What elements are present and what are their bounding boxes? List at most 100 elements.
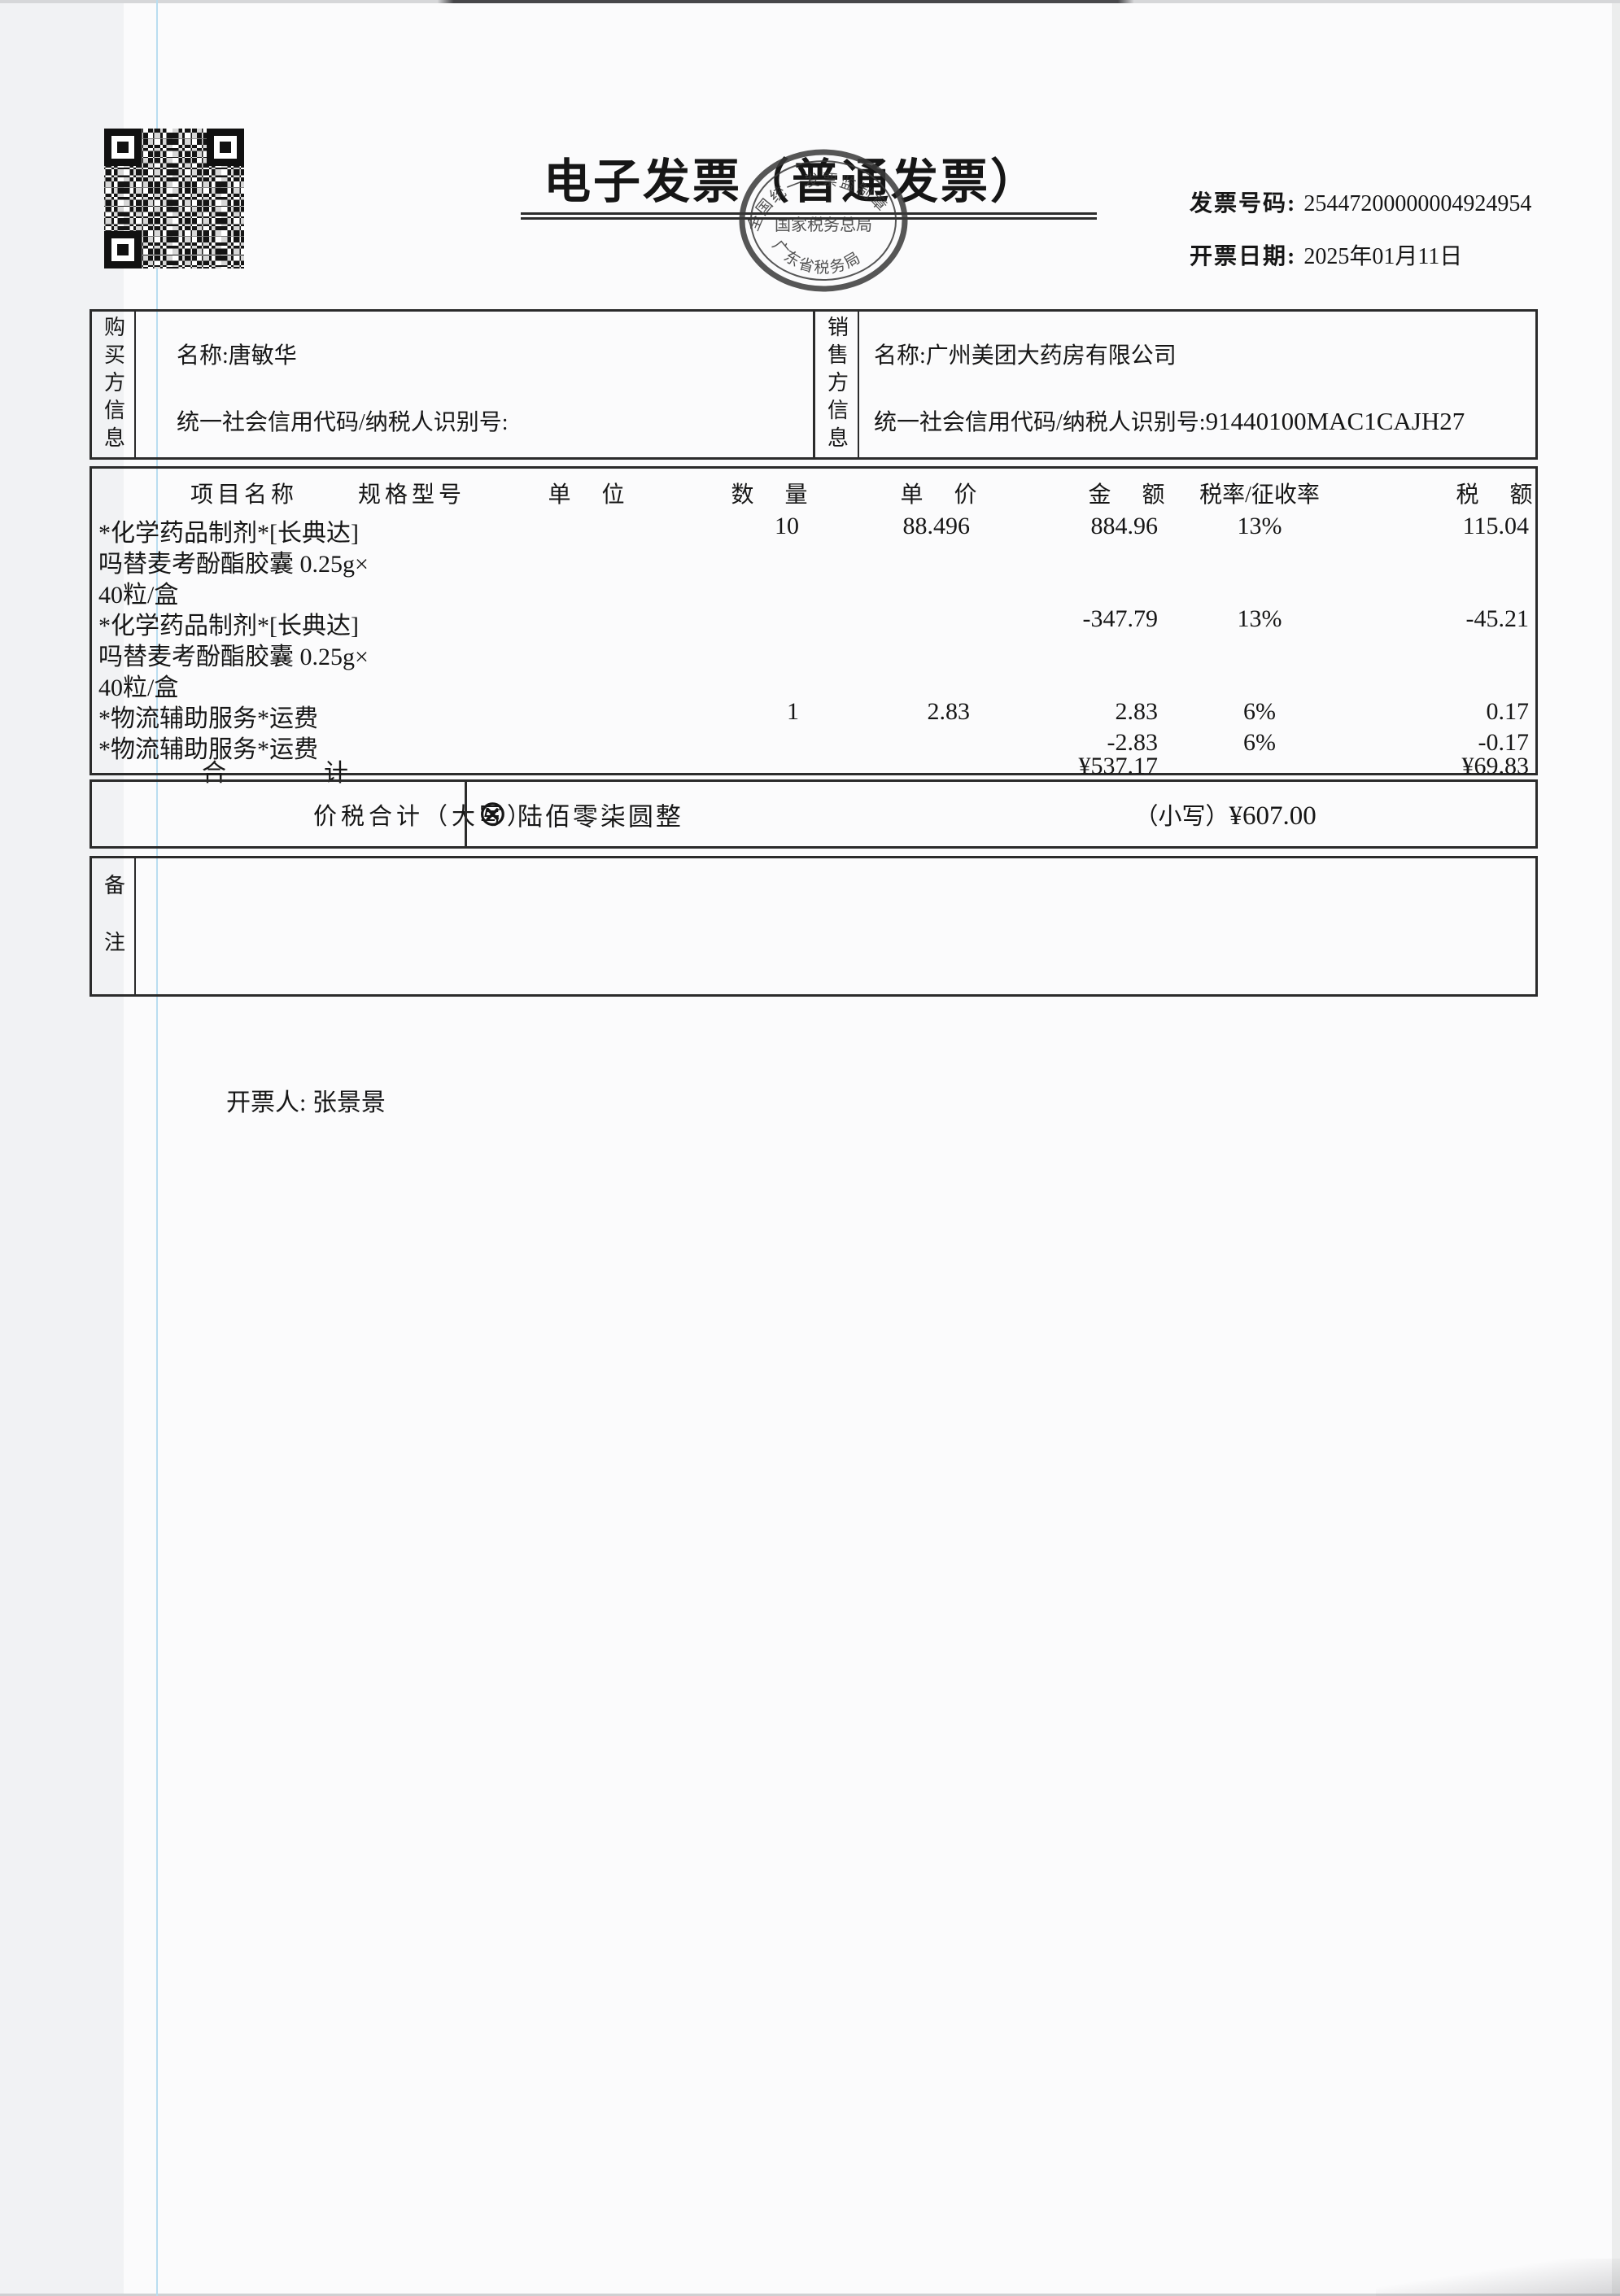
item-amount: -347.79	[1082, 605, 1159, 632]
table-row: *物流辅助服务*运费 -2.83 6% -0.17	[92, 729, 1535, 763]
qr-finder-icon	[207, 129, 244, 166]
issue-date-label: 开票日期:	[1190, 244, 1304, 269]
seller-side-label: 销售方信息	[815, 312, 859, 457]
buyer-side-label: 购买方信息	[92, 312, 136, 457]
col-header-tax-rate: 税率/征收率	[1199, 482, 1320, 508]
item-qty: 10	[775, 513, 799, 539]
total-row-label: 合 计	[202, 760, 348, 787]
item-tax-rate: 6%	[1243, 698, 1276, 725]
issuer-line: 开票人: 张景景	[202, 1054, 386, 1146]
invoice-title: 电子发票（普通发票）	[544, 155, 1041, 208]
scan-corner-shade	[1376, 2259, 1620, 2296]
col-header-price: 单 价	[900, 482, 981, 508]
item-name: *化学药品制剂*[长典达]	[98, 520, 359, 547]
col-header-tax: 税 额	[1456, 482, 1537, 508]
summary-capital-label: 价税合计（大写）	[312, 803, 535, 830]
total-tax: ¥69.83	[1461, 753, 1530, 779]
amount-in-figures-line: （小写）¥607.00	[1099, 770, 1317, 858]
item-price: 2.83	[927, 698, 971, 725]
item-tax-rate: 13%	[1237, 605, 1282, 632]
table-row: *化学药品制剂*[长典达] -347.79 13% -45.21	[92, 605, 1535, 639]
buyer-taxid-label: 统一社会信用代码/纳税人识别号:	[177, 410, 509, 435]
summary-divider	[465, 782, 467, 846]
item-name: *化学药品制剂*[长典达]	[98, 613, 359, 639]
col-header-spec: 规格型号	[357, 482, 466, 508]
item-tax: 115.04	[1462, 513, 1529, 539]
col-header-unit: 单 位	[548, 482, 629, 508]
item-tax: -0.17	[1478, 729, 1530, 756]
issuer-name: 张景景	[312, 1089, 386, 1116]
item-amount: 2.83	[1115, 698, 1159, 725]
total-amount: ¥537.17	[1078, 753, 1159, 779]
buyer-name-line: 名称:唐敏华	[177, 338, 297, 370]
item-tax-rate: 6%	[1243, 729, 1276, 756]
items-table: 项目名称 规格型号 单 位 数 量 单 价 金 额 税率/征收率 税 额 *化学…	[90, 466, 1538, 787]
qr-finder-icon	[104, 129, 142, 166]
stamp-bottom-arc-text: 广东省税务局	[769, 237, 863, 277]
buyer-name-value: 唐敏华	[228, 343, 297, 369]
seller-name-value: 广州美团大药房有限公司	[925, 343, 1177, 369]
scan-left-margin	[0, 0, 124, 2296]
party-info-box: 购买方信息 名称:唐敏华 统一社会信用代码/纳税人识别号: 销售方信息 名称:广…	[90, 309, 1538, 460]
buyer-content: 名称:唐敏华 统一社会信用代码/纳税人识别号:	[136, 312, 813, 457]
item-name: 吗替麦考酚酯胶囊 0.25g×	[98, 551, 369, 578]
seller-taxid-line: 统一社会信用代码/纳税人识别号:91440100MAC1CAJH27	[874, 404, 1465, 437]
remarks-side-label: 备注	[92, 858, 136, 994]
item-name: *物流辅助服务*运费	[98, 705, 318, 732]
issue-date-line: 开票日期: 2025年01月11日	[1167, 212, 1462, 297]
table-row: 吗替麦考酚酯胶囊 0.25g×	[92, 543, 1535, 578]
invoice-number-line: 发票号码: 25447200000004924954	[1167, 159, 1531, 244]
scan-right-edge	[1612, 0, 1620, 2296]
scan-line	[156, 0, 158, 2296]
seller-content: 名称:广州美团大药房有限公司 统一社会信用代码/纳税人识别号:91440100M…	[859, 312, 1535, 457]
item-qty: 1	[787, 698, 799, 725]
amount-in-figures: ¥607.00	[1229, 801, 1317, 831]
remarks-content	[136, 858, 1535, 994]
table-row: 吗替麦考酚酯胶囊 0.25g×	[92, 636, 1535, 670]
seller-section: 销售方信息 名称:广州美团大药房有限公司 统一社会信用代码/纳税人识别号:914…	[815, 312, 1535, 457]
seller-name-line: 名称:广州美团大药房有限公司	[874, 338, 1177, 370]
summary-row: 价税合计（大写） ⊗ 陆佰零柒圆整 （小写）¥607.00	[90, 779, 1538, 849]
invoice-number-value: 25447200000004924954	[1303, 191, 1532, 216]
amount-in-words: 陆佰零柒圆整	[517, 802, 683, 831]
seller-taxid-label: 统一社会信用代码/纳税人识别号:	[874, 410, 1206, 435]
buyer-name-label: 名称:	[177, 343, 229, 369]
item-price: 88.496	[902, 513, 971, 539]
amount-in-words-line: ⊗ 陆佰零柒圆整	[478, 796, 683, 832]
item-tax-rate: 13%	[1237, 513, 1282, 539]
buyer-taxid-line: 统一社会信用代码/纳税人识别号:	[177, 404, 509, 437]
item-name: *物流辅助服务*运费	[98, 736, 318, 763]
svg-text:广东省税务局: 广东省税务局	[769, 237, 865, 277]
small-writing-label: （小写）	[1134, 803, 1229, 830]
circled-cross-icon: ⊗	[478, 792, 508, 835]
table-row: *化学药品制剂*[长典达] 10 88.496 884.96 13% 115.0…	[92, 513, 1535, 547]
item-amount: -2.83	[1107, 729, 1159, 756]
buyer-section: 购买方信息 名称:唐敏华 统一社会信用代码/纳税人识别号:	[92, 312, 815, 457]
invoice-number-label: 发票号码:	[1190, 191, 1304, 216]
col-header-item-name: 项目名称	[190, 482, 299, 508]
item-amount: 884.96	[1090, 513, 1159, 539]
title-double-underline	[521, 212, 1097, 220]
qr-finder-icon	[104, 231, 142, 268]
issuer-label: 开票人:	[226, 1089, 312, 1116]
scan-bottom-edge	[0, 2294, 1620, 2296]
qr-code-icon	[104, 129, 244, 268]
seller-name-label: 名称:	[874, 343, 926, 369]
item-name: 40粒/盒	[98, 674, 179, 701]
item-tax: -45.21	[1465, 605, 1530, 632]
remarks-box: 备注	[90, 856, 1538, 997]
table-row: *物流辅助服务*运费 1 2.83 2.83 6% 0.17	[92, 698, 1535, 732]
item-name: 40粒/盒	[98, 582, 179, 609]
tax-bureau-stamp-icon: 全国统一发票监制章 国家税务总局 广东省税务局	[739, 149, 908, 292]
item-tax: 0.17	[1486, 698, 1530, 725]
seller-taxid-value: 91440100MAC1CAJH27	[1205, 407, 1465, 435]
scan-top-edge	[0, 0, 1620, 3]
table-row: 40粒/盒	[92, 667, 1535, 701]
item-name: 吗替麦考酚酯胶囊 0.25g×	[98, 644, 369, 670]
col-header-qty: 数 量	[731, 482, 812, 508]
issue-date-value: 2025年01月11日	[1303, 244, 1463, 269]
col-header-amount: 金 额	[1088, 482, 1169, 508]
stamp-middle-text: 国家税务总局	[775, 216, 872, 234]
table-row: 40粒/盒	[92, 574, 1535, 609]
